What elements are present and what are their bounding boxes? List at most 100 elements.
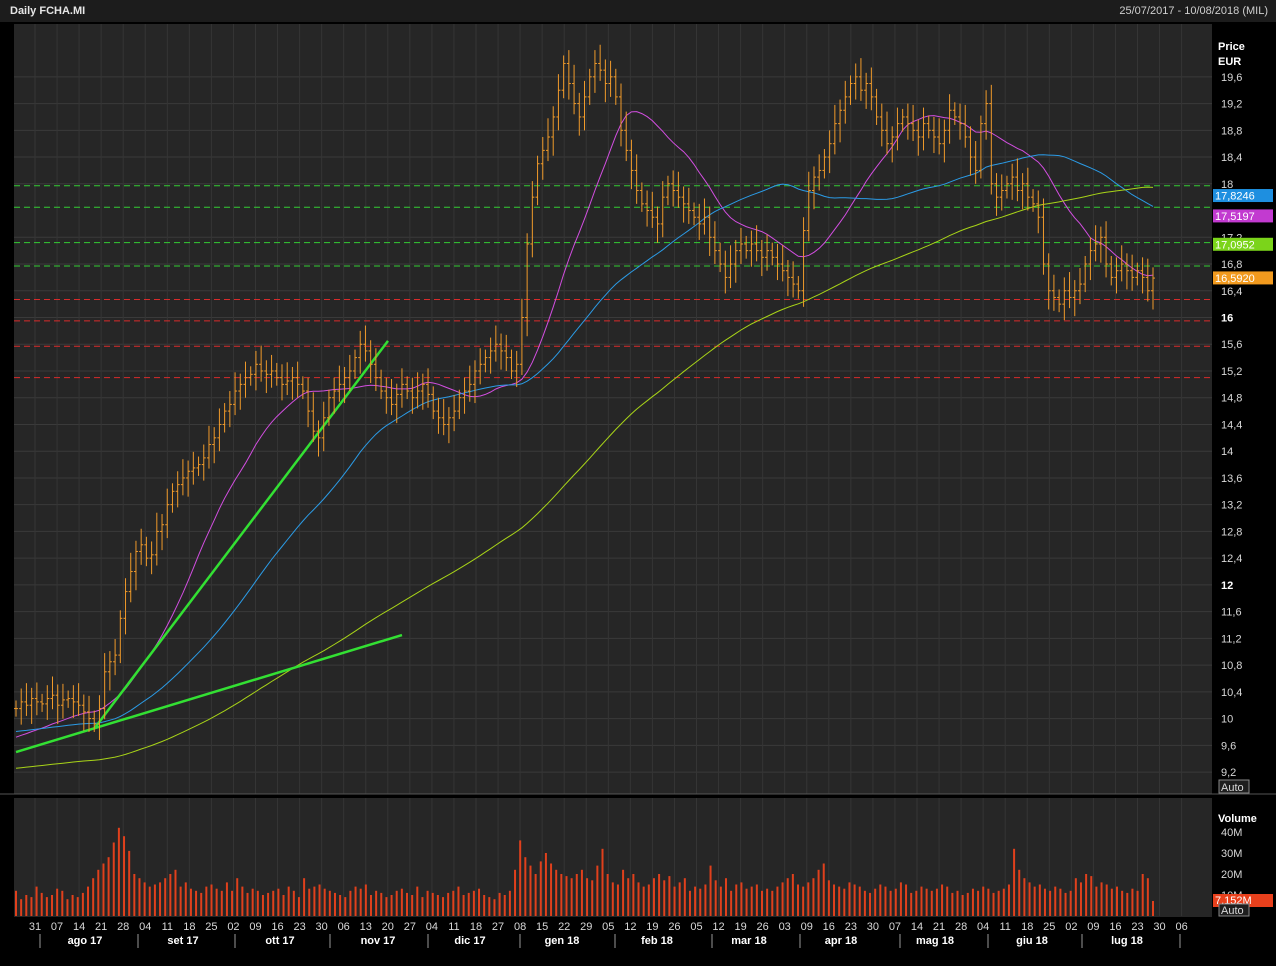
volume-bar <box>935 888 938 916</box>
volume-bar <box>1043 888 1046 916</box>
volume-auto-button[interactable]: Auto <box>1218 903 1250 917</box>
volume-bar <box>750 886 753 916</box>
price-auto-button[interactable]: Auto <box>1218 779 1250 794</box>
ohlc-bar <box>676 171 681 208</box>
day-tick-label: 31 <box>29 921 41 933</box>
price-tick-label: 14 <box>1221 446 1233 458</box>
volume-bar <box>889 890 892 916</box>
volume-bar <box>308 888 311 916</box>
ohlc-bar <box>692 202 697 226</box>
day-tick-label: 12 <box>712 921 724 933</box>
volume-bar <box>652 878 655 916</box>
ohlc-bar <box>24 683 29 716</box>
day-tick-label: 20 <box>382 921 394 933</box>
volume-bar <box>637 882 640 916</box>
volume-bar <box>1146 878 1149 916</box>
volume-bar <box>1002 888 1005 916</box>
volume-bar <box>1115 886 1118 916</box>
volume-bar <box>246 892 249 916</box>
volume-bar <box>755 884 758 916</box>
day-tick-label: 21 <box>95 921 107 933</box>
volume-bar <box>1028 882 1031 916</box>
volume-bar <box>133 874 136 916</box>
volume-bar <box>1110 888 1113 916</box>
day-tick-label: 04 <box>426 921 438 933</box>
last-value-text: 17,5197 <box>1215 211 1255 223</box>
ohlc-bar <box>780 245 785 282</box>
volume-bar <box>1059 888 1062 916</box>
month-label: feb 18 <box>641 935 673 947</box>
ohlc-bar <box>587 68 592 105</box>
volume-bar <box>225 882 228 916</box>
volume-bar <box>400 888 403 916</box>
ohlc-bar <box>1010 163 1015 200</box>
volume-bar <box>472 890 475 916</box>
price-panel[interactable] <box>14 24 1212 794</box>
volume-bar <box>1064 892 1067 916</box>
ohlc-bar <box>55 684 60 724</box>
day-tick-label: 03 <box>779 921 791 933</box>
day-tick-label: 07 <box>51 921 63 933</box>
trendline-shallow <box>15 633 403 754</box>
ohlc-bar <box>45 685 50 720</box>
ohlc-bar <box>493 325 498 362</box>
volume-bar <box>658 874 661 916</box>
ohlc-bar <box>1098 226 1103 263</box>
volume-bar <box>61 890 64 916</box>
price-tick-label: 12 <box>1221 580 1233 592</box>
volume-bar <box>189 888 192 916</box>
volume-bar <box>205 886 208 916</box>
ohlc-bar <box>566 50 571 100</box>
volume-bar <box>1018 869 1021 916</box>
ohlc-bar <box>415 372 420 409</box>
volume-bar <box>1100 882 1103 916</box>
volume-bar <box>339 895 342 916</box>
ohlc-bar <box>19 688 24 725</box>
volume-bar <box>786 878 789 916</box>
volume-bar <box>858 886 861 916</box>
ohlc-bar <box>989 84 994 195</box>
ohlc-bar <box>572 64 577 115</box>
day-tick-label: 16 <box>271 921 283 933</box>
volume-bar <box>822 863 825 916</box>
last-value-tag: 16,5920 <box>1213 271 1273 285</box>
day-tick-label: 28 <box>117 921 129 933</box>
volume-bar <box>478 888 481 916</box>
ohlc-bar <box>686 187 691 224</box>
volume-bar <box>987 888 990 916</box>
day-tick-label: 08 <box>514 921 526 933</box>
volume-bar <box>560 874 563 916</box>
ohlc-bar <box>905 103 910 140</box>
ohlc-bar <box>363 325 368 362</box>
volume-bar <box>802 886 805 916</box>
volume-bar <box>632 874 635 916</box>
ohlc-bar <box>984 90 989 140</box>
volume-bar <box>580 869 583 916</box>
volume-bar <box>40 892 43 916</box>
day-tick-label: 11 <box>162 921 173 933</box>
volume-bar <box>771 890 774 916</box>
ohlc-bar <box>577 92 582 136</box>
day-tick-label: 02 <box>1065 921 1077 933</box>
volume-bar <box>117 827 120 916</box>
day-tick-label: 07 <box>889 921 901 933</box>
volume-bar <box>267 892 270 916</box>
ohlc-bar <box>1067 272 1072 309</box>
ohlc-bar <box>838 99 843 143</box>
volume-bar <box>668 876 671 916</box>
volume-bar <box>791 874 794 916</box>
ohlc-bar <box>1130 254 1135 291</box>
ohlc-bar <box>879 103 884 147</box>
volume-tick-label: 30M <box>1221 848 1242 860</box>
ohlc-bar <box>1036 190 1041 234</box>
volume-bar <box>704 884 707 916</box>
time-axis: 31 07 14 21 28 04 11 18 25 02 09 16 23 30 06 13 20 27 04 11… <box>0 918 1276 966</box>
day-tick-label: 06 <box>1175 921 1187 933</box>
ohlc-bar <box>832 104 837 155</box>
volume-bar <box>966 892 969 916</box>
day-tick-label: 09 <box>249 921 261 933</box>
volume-bar <box>1054 886 1057 916</box>
ohlc-bar <box>728 245 733 289</box>
ohlc-bar <box>973 141 978 184</box>
